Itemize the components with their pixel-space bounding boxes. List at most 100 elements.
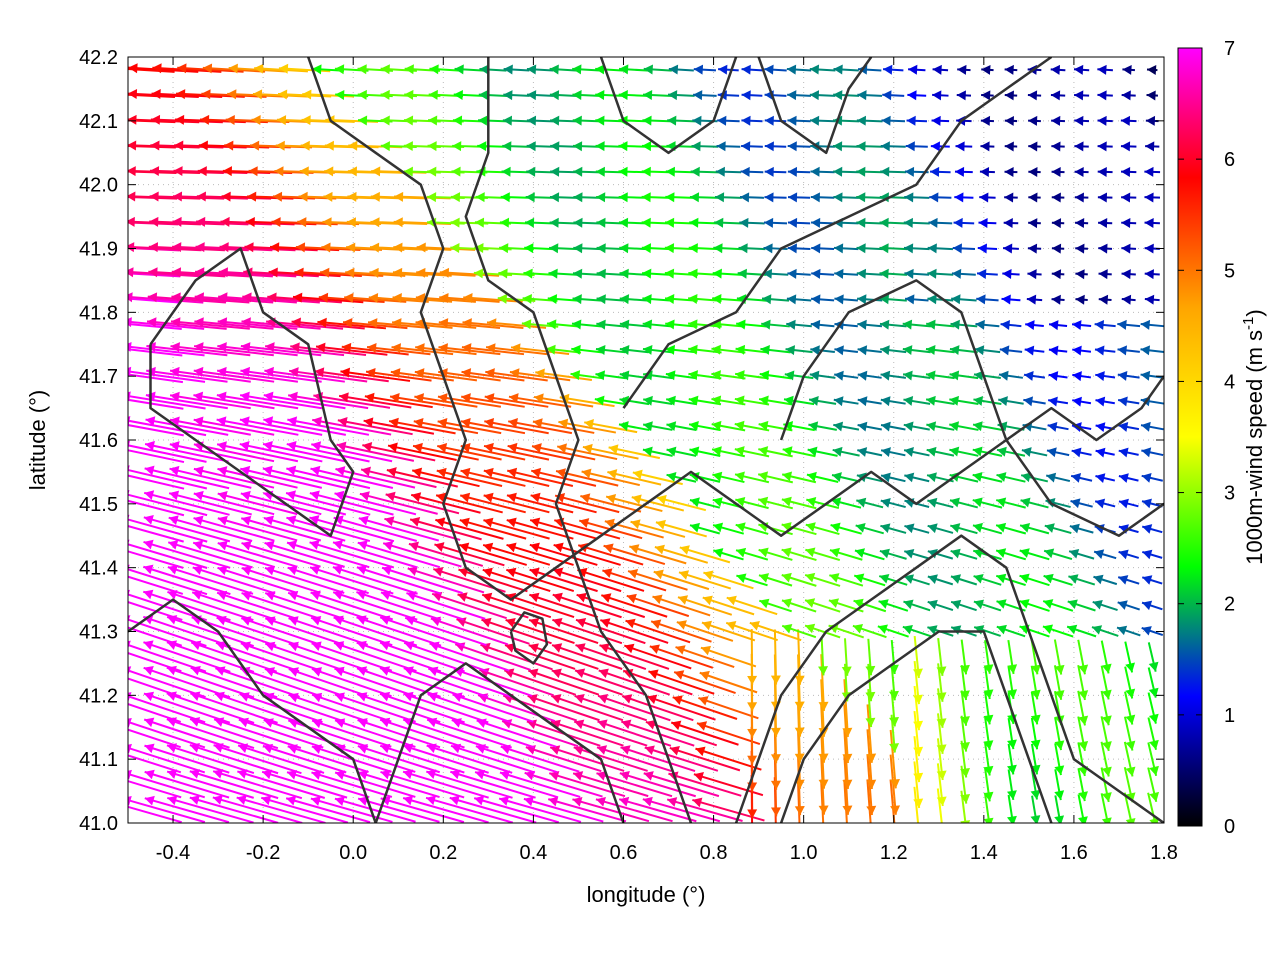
wind-vector-head	[579, 518, 590, 528]
wind-vector-head	[880, 345, 890, 356]
wind-vector-head	[1019, 599, 1030, 609]
wind-vector-head	[1097, 166, 1107, 177]
wind-vector-head	[128, 366, 132, 377]
wind-vector-head	[526, 141, 536, 152]
wind-vector	[310, 591, 394, 621]
wind-vector-head	[1144, 269, 1154, 280]
wind-vector-head	[833, 192, 843, 203]
wind-vector-head	[787, 115, 797, 126]
wind-vector-head	[787, 192, 798, 203]
wind-vector-head	[998, 396, 1008, 407]
wind-vector-head	[927, 497, 938, 508]
wind-vector-head	[497, 293, 508, 304]
wind-vector	[288, 693, 368, 723]
wind-vector	[426, 744, 513, 774]
wind-vector-head	[770, 780, 781, 790]
wind-vector-head	[1050, 64, 1061, 75]
wind-vector-head	[167, 769, 178, 779]
wind-vector-head	[530, 492, 541, 503]
wind-vector	[936, 788, 943, 823]
wind-vector-head	[762, 268, 773, 279]
wind-vector	[644, 746, 719, 772]
wind-vector	[425, 770, 513, 799]
wind-vector-head	[689, 522, 701, 533]
wind-vector-head	[267, 292, 277, 303]
wind-vector-head	[842, 727, 853, 737]
wind-vector-head	[548, 796, 559, 807]
wind-vector	[267, 295, 342, 304]
wind-vector-head	[128, 589, 131, 597]
wind-vector-head	[689, 217, 699, 228]
wind-vector	[309, 492, 394, 516]
wind-vector	[457, 593, 529, 619]
wind-vector-head	[1141, 447, 1152, 458]
wind-vector-head	[551, 694, 562, 704]
wind-vector-head	[262, 769, 273, 780]
wind-vector-head	[805, 623, 816, 634]
wind-vector-head	[596, 268, 606, 279]
wind-vector-head	[1006, 790, 1017, 800]
wind-vector	[670, 721, 739, 746]
wind-vector-head	[1020, 522, 1031, 533]
wind-vector	[407, 567, 485, 594]
wind-vector-head	[806, 471, 817, 482]
wind-vector-head	[143, 564, 154, 575]
wind-vector-head	[907, 90, 917, 101]
wind-vector	[507, 444, 573, 461]
wind-vector	[146, 369, 228, 383]
wind-vector-head	[531, 443, 542, 453]
wind-vector-head	[595, 345, 606, 355]
wind-vector	[217, 517, 298, 542]
wind-vector	[143, 666, 231, 699]
wind-vector-head	[1101, 715, 1112, 726]
wind-vector-head	[1118, 498, 1129, 509]
wind-vector-head	[926, 421, 937, 432]
wind-vector-head	[437, 393, 448, 403]
wind-vector-head	[978, 217, 988, 228]
wind-vector-head	[784, 370, 795, 381]
wind-vector-head	[679, 545, 690, 555]
wind-vector-head	[287, 565, 298, 576]
wind-vector	[240, 467, 323, 489]
wind-vector-head	[643, 421, 653, 432]
wind-vector-head	[1051, 141, 1061, 152]
wind-vector-head	[572, 268, 583, 279]
wind-vector-head	[572, 64, 582, 75]
wind-vector	[128, 499, 185, 517]
wind-vector-head	[949, 370, 960, 381]
wind-vector	[128, 677, 182, 698]
wind-vector-head	[1054, 690, 1065, 700]
wind-vector	[145, 418, 229, 436]
wind-vector-head	[478, 115, 488, 126]
wind-vector-head	[770, 675, 781, 685]
wind-vector	[128, 543, 208, 569]
wind-vector-head	[691, 141, 701, 152]
wind-vector-head	[1142, 549, 1153, 560]
wind-vector-head	[786, 319, 796, 330]
wind-vector-head	[484, 417, 495, 428]
wind-vector	[216, 418, 299, 436]
wind-vector-head	[217, 466, 228, 476]
wind-vector-head	[936, 744, 947, 754]
wind-vector-head	[902, 624, 913, 635]
wind-vector-head	[787, 243, 797, 254]
wind-vector-head	[581, 468, 592, 479]
wind-vector-head	[626, 593, 637, 604]
wind-vector-head	[571, 319, 582, 330]
wind-vector	[379, 641, 465, 673]
wind-vector-head	[357, 540, 368, 551]
wind-vector-head	[368, 293, 379, 303]
wind-vector-head	[1054, 790, 1065, 801]
wind-vector-head	[217, 366, 227, 377]
wind-vector	[170, 345, 251, 357]
wind-vector-head	[735, 522, 746, 533]
wind-vector-head	[977, 268, 987, 279]
wind-vector-head	[224, 140, 234, 151]
wind-vector-head	[818, 805, 829, 815]
wind-vector-head	[500, 192, 510, 203]
wind-vector-head	[689, 471, 700, 482]
wind-vector-head	[1147, 65, 1157, 75]
wind-vector-head	[855, 523, 866, 533]
wind-vector	[388, 420, 456, 435]
wind-vector-head	[503, 90, 513, 101]
